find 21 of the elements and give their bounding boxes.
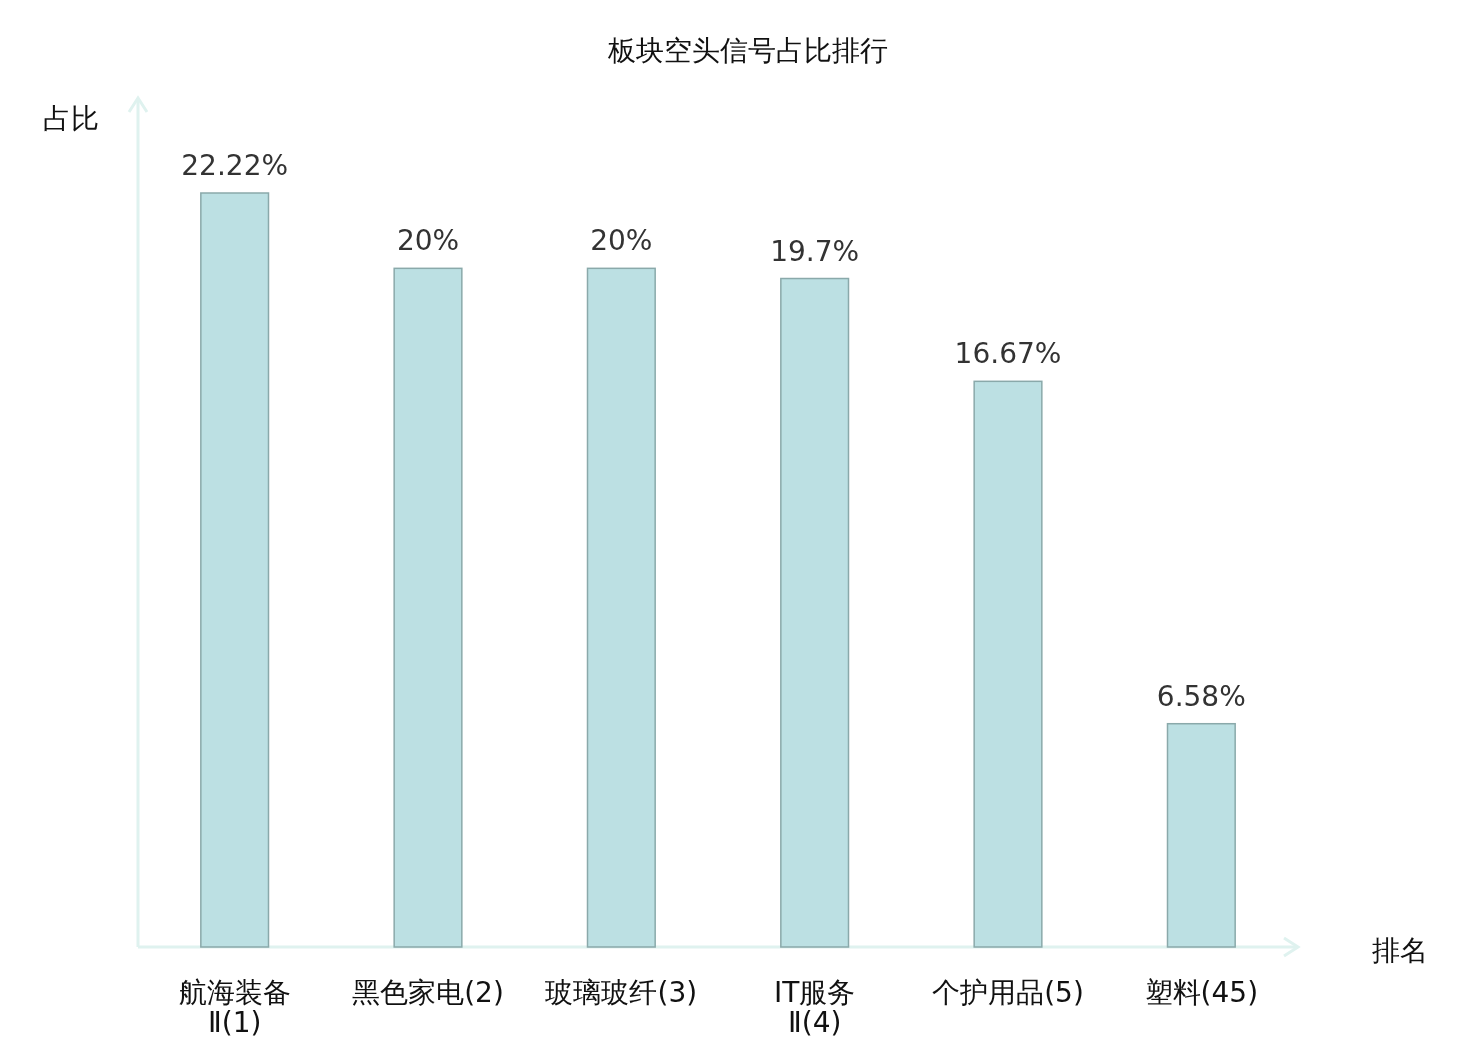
x-tick-label: 塑料(45): [1144, 976, 1259, 1009]
x-tick-label: IT服务Ⅱ(4): [773, 976, 856, 1039]
data-label: 19.7%: [770, 234, 860, 268]
bar: [200, 192, 270, 948]
data-label: 20%: [590, 224, 653, 258]
data-label: 22.22%: [181, 149, 289, 182]
x-tick-label: 个护用品(5): [932, 976, 1084, 1009]
bar: [780, 277, 850, 948]
y-axis-title: 占比: [43, 102, 99, 135]
data-label: 6.58%: [1156, 679, 1246, 713]
bar: [586, 267, 656, 948]
x-tick-label: 玻璃玻纤(3): [545, 976, 698, 1009]
x-tick-label: 黑色家电(2): [352, 976, 504, 1009]
bar: [973, 380, 1043, 948]
bar: [1166, 722, 1236, 948]
x-tick-label: 航海装备Ⅱ(1): [178, 976, 291, 1039]
data-label: 16.67%: [954, 337, 1062, 371]
chart-title: 板块空头信号占比排行: [607, 34, 888, 67]
bar: [393, 267, 463, 948]
data-label: 20%: [396, 224, 460, 258]
x-axis-title: 排名: [1372, 934, 1428, 967]
